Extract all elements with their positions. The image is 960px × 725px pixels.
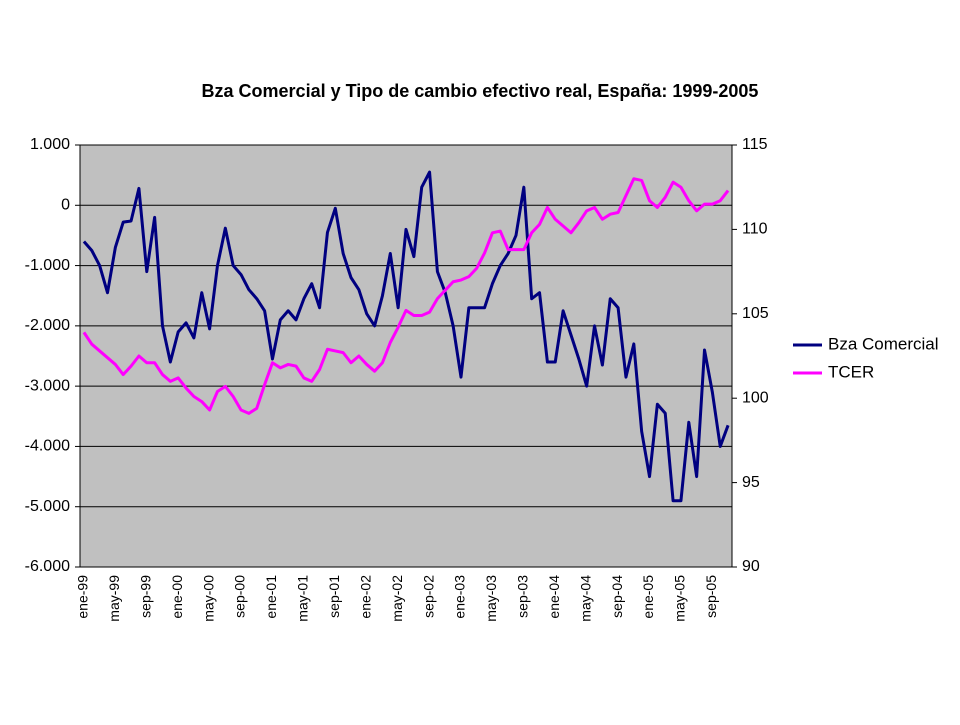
y2-tick-label: 105 (742, 305, 769, 322)
y-tick-label: -4.000 (25, 438, 70, 455)
x-tick-label: ene-03 (452, 575, 468, 619)
x-tick-label: sep-03 (515, 575, 531, 618)
x-tick-label: sep-99 (137, 575, 153, 618)
y2-tick-label: 115 (742, 136, 768, 153)
x-tick-label: may-05 (672, 575, 688, 622)
series-line (82, 170, 730, 503)
chart-title: Bza Comercial y Tipo de cambio efectivo … (202, 81, 759, 101)
x-tick-label: ene-04 (546, 575, 562, 619)
y2-tick-label: 95 (742, 474, 760, 491)
x-tick-label: sep-02 (420, 575, 436, 618)
y-tick-label: -1.000 (25, 257, 70, 274)
y2-tick-label: 110 (742, 221, 768, 238)
x-tick-label: ene-99 (75, 575, 91, 619)
x-tick-label: ene-05 (640, 575, 656, 619)
x-tick-label: sep-01 (326, 575, 342, 618)
y-tick-label: -3.000 (25, 377, 70, 394)
x-tick-label: may-03 (483, 575, 499, 622)
y2-tick-label: 100 (742, 389, 769, 406)
y-tick-label: -6.000 (25, 558, 70, 575)
y2-tick-label: 90 (742, 558, 760, 575)
y-tick-label: 0 (61, 197, 70, 214)
x-tick-label: sep-05 (703, 575, 719, 618)
legend-label: TCER (828, 362, 874, 381)
series-line (82, 177, 730, 415)
x-tick-label: ene-00 (169, 575, 185, 619)
x-tick-label: may-02 (389, 575, 405, 622)
x-tick-label: may-01 (295, 575, 311, 622)
x-tick-label: sep-04 (609, 575, 625, 618)
x-tick-label: ene-02 (357, 575, 373, 619)
x-tick-label: ene-01 (263, 575, 279, 619)
x-tick-label: may-00 (200, 575, 216, 622)
y-tick-label: -5.000 (25, 498, 70, 515)
x-tick-label: sep-00 (232, 575, 248, 618)
x-tick-label: may-04 (577, 575, 593, 622)
legend-label: Bza Comercial (828, 334, 939, 353)
x-tick-label: may-99 (106, 575, 122, 622)
y-tick-label: -2.000 (25, 317, 70, 334)
y-tick-label: 1.000 (30, 136, 70, 153)
